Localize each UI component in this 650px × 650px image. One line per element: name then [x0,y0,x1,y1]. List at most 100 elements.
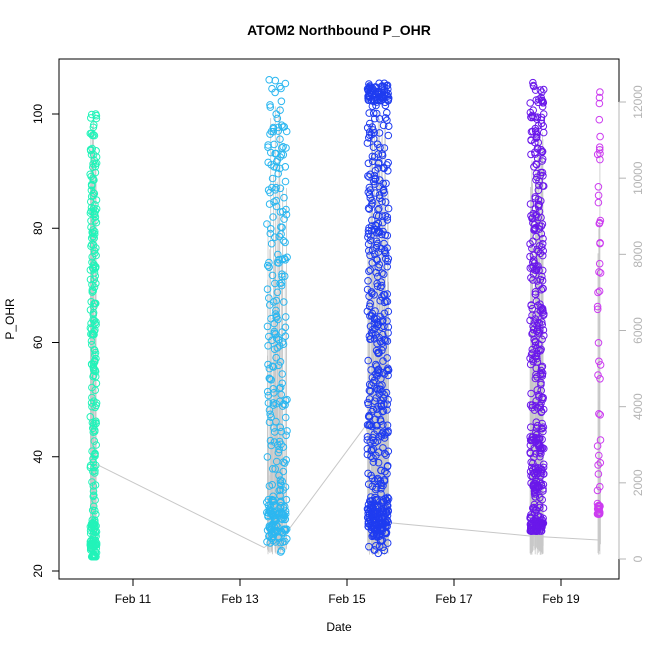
data-point [538,168,547,177]
data-point [377,402,386,410]
data-point [367,505,375,514]
data-point [88,418,97,427]
data-point [529,209,538,218]
data-point [272,334,281,342]
data-point [538,155,547,163]
data-point [280,298,288,306]
data-point [86,129,95,138]
data-point [383,400,392,409]
data-point [366,312,374,320]
y2-tick-label: 6000 [631,317,645,344]
data-point [538,495,547,504]
data-point [263,453,272,461]
data-point [281,413,290,422]
data-point [376,477,385,485]
data-point [365,190,374,199]
data-point [532,176,540,184]
data-point [540,310,548,318]
data-point [268,271,277,280]
data-point [90,397,98,406]
data-point [272,296,281,305]
data-point [367,452,375,461]
data-point [380,512,389,521]
data-point [280,272,289,281]
data-point [369,445,378,453]
data-point [365,109,374,117]
data-point [265,263,273,272]
data-point [269,497,278,506]
data-point [273,288,282,297]
data-point [371,397,379,406]
data-point [281,313,290,321]
y2-tick-label: 2000 [631,469,645,496]
data-point [539,234,547,243]
data-point [537,366,546,375]
data-point [533,520,542,529]
data-point [269,385,278,393]
data-point [90,316,99,325]
data-point [527,128,536,136]
data-point [531,150,539,158]
data-point [380,91,389,100]
data-point [527,423,535,432]
data-point [529,81,538,90]
data-point [89,287,97,295]
data-point [283,427,291,435]
data-point [91,213,100,221]
data-point [282,431,290,440]
data-point [368,373,377,382]
data-point [281,177,290,186]
data-point [89,229,97,237]
data-point [269,512,277,521]
data-point [595,93,604,102]
data-point [596,459,605,467]
data-point [377,281,386,290]
data-point [532,397,541,405]
data-point [363,124,372,132]
data-point [366,299,375,308]
x-axis-label: Date [326,620,352,634]
axes-layer: Feb 11 Feb 13 Feb 15 Feb 17 Feb 19 20 40 60 80 10… [31,85,645,606]
data-point [279,538,287,546]
data-point [377,374,385,383]
data-point [540,331,548,340]
data-point [539,480,548,489]
data-point [91,216,99,225]
data-point [532,134,541,142]
data-point [276,476,285,485]
data-point [92,218,101,227]
data-point [265,531,274,540]
data-point [282,127,291,136]
data-point [88,288,97,296]
data-point [384,395,392,404]
data-point [528,433,537,442]
data-point [90,491,98,500]
data-point [539,122,548,130]
data-point [281,256,290,264]
y-tick-label: 80 [31,221,45,235]
data-point [371,325,379,333]
data-point [265,406,274,414]
data-point [526,316,534,325]
data-point [596,239,604,247]
data-point [371,493,379,502]
data-point [384,371,392,380]
data-point [275,335,283,344]
data-point [595,502,604,511]
data-point [87,110,96,119]
data-point [378,317,387,326]
data-point [594,510,602,518]
data-point [88,478,96,486]
data-point [531,479,540,488]
data-point [88,258,96,267]
data-point [596,88,604,96]
data-point [366,83,374,91]
data-point [595,115,604,124]
data-point [363,139,372,147]
data-point [382,388,391,397]
data-point [372,211,381,220]
data-point [88,181,96,190]
data-point [89,502,98,511]
data-point [531,113,539,121]
data-point [369,143,378,151]
